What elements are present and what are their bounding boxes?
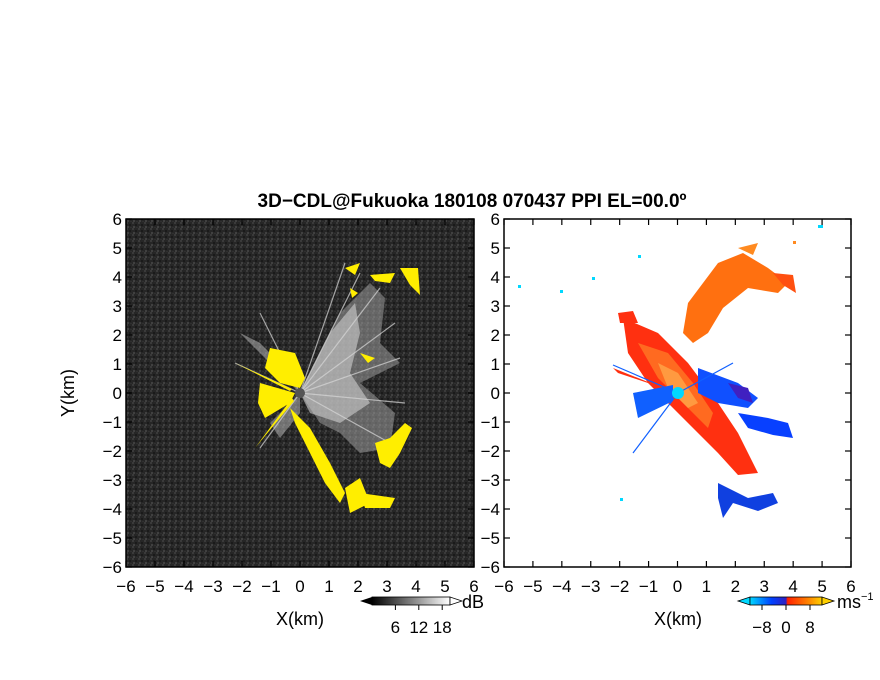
y-tick-label: −1 <box>103 413 122 432</box>
velocity-colorbar-ticks: −8 0 8 <box>752 605 815 637</box>
velocity-colorbar-unit: ms−1 <box>837 591 874 612</box>
x-tick-label: −1 <box>639 577 658 596</box>
y-tick-label: −4 <box>103 500 122 519</box>
y-tick-label: −3 <box>481 471 500 490</box>
y-tick-label: 1 <box>491 355 500 374</box>
x-tick-label: −4 <box>174 577 193 596</box>
x-tick-label: −2 <box>232 577 251 596</box>
colorbar-tick-label: 6 <box>391 618 400 637</box>
reflectivity-colorbar-unit: dB <box>462 592 484 612</box>
reflectivity-ylabel: Y(km) <box>58 369 78 417</box>
velocity-colorbar-unit-base: ms <box>837 592 861 612</box>
colorbar-tick-label: −8 <box>752 618 771 637</box>
x-tick-label: 0 <box>673 577 682 596</box>
y-tick-label: 2 <box>491 326 500 345</box>
y-tick-label: 4 <box>113 268 122 287</box>
velocity-colorbar-high-arrow <box>821 596 836 606</box>
reflectivity-colorbar-ticks: 6 12 18 <box>391 605 452 637</box>
y-tick-label: −5 <box>481 529 500 548</box>
reflectivity-colorbar: 6 12 18 dB <box>360 592 484 637</box>
x-tick-label: 1 <box>702 577 711 596</box>
reflectivity-colorbar-ramp <box>371 596 451 606</box>
reflectivity-panel: −6 −5 −4 −3 −2 −1 0 1 2 3 4 5 6 6 5 4 3 2 1 0 −1 −2 −3 −4 −5−6 … <box>58 210 479 629</box>
x-tick-label: 2 <box>353 577 362 596</box>
reflectivity-echoes <box>234 262 420 513</box>
x-tick-label: 4 <box>788 577 797 596</box>
x-tick-label: −2 <box>610 577 629 596</box>
y-tick-label: −6 <box>481 558 500 577</box>
colorbar-tick-label: 18 <box>433 618 452 637</box>
y-tick-label: 0 <box>491 384 500 403</box>
x-tick-label: 6 <box>846 577 855 596</box>
reflectivity-colorbar-low-arrow <box>360 597 372 605</box>
y-tick-label: −2 <box>103 442 122 461</box>
y-tick-label: −2 <box>481 442 500 461</box>
x-tick-label: −1 <box>261 577 280 596</box>
reflectivity-xlabel: X(km) <box>276 609 324 629</box>
y-tick-label: 6 <box>113 210 122 229</box>
y-tick-label: −5 <box>103 529 122 548</box>
x-tick-label: −6 <box>494 577 513 596</box>
y-tick-label: 6 <box>491 210 500 229</box>
y-tick-label: 3 <box>491 297 500 316</box>
y-tick-label: −3 <box>103 471 122 490</box>
x-tick-label: −4 <box>552 577 571 596</box>
velocity-panel: −6 −5 −4 −3 −2 −1 0 1 2 3 4 5 6 6543210−1−2−3−4−5−6 … <box>481 210 856 629</box>
y-tick-label: 4 <box>491 268 500 287</box>
x-tick-label: 4 <box>411 577 420 596</box>
y-tick-label: 0 <box>113 384 122 403</box>
y-tick-label: 5 <box>491 239 500 258</box>
x-tick-label: −3 <box>581 577 600 596</box>
x-tick-label: 5 <box>817 577 826 596</box>
colorbar-tick-label: 8 <box>805 618 814 637</box>
x-tick-label: 2 <box>731 577 740 596</box>
colorbar-tick-label: 12 <box>409 618 428 637</box>
x-tick-label: −5 <box>523 577 542 596</box>
y-tick-label: −1 <box>481 413 500 432</box>
x-tick-label: −5 <box>145 577 164 596</box>
x-tick-label: 0 <box>295 577 304 596</box>
velocity-y-ticks: 6 5 4 3 2 1 0 −1 −2 −3 −4 −5 −6 <box>481 210 851 577</box>
velocity-colorbar-unit-exponent: −1 <box>861 591 874 603</box>
x-tick-label: 3 <box>382 577 391 596</box>
y-tick-label: 2 <box>113 326 122 345</box>
reflectivity-y-ticks: 6 5 4 3 2 1 0 −1 −2 −3 −4 −5 −6 <box>103 210 474 577</box>
x-tick-label: 1 <box>324 577 333 596</box>
colorbar-tick-label: 0 <box>781 618 790 637</box>
velocity-x-ticks: −6 −5 −4 −3 −2 −1 0 1 2 3 4 5 6 <box>494 219 856 596</box>
y-tick-label: 1 <box>113 355 122 374</box>
y-tick-label: −6 <box>103 558 122 577</box>
x-tick-label: 6 <box>469 577 478 596</box>
velocity-echoes <box>518 225 823 518</box>
velocity-colorbar-low-arrow <box>736 596 751 606</box>
x-tick-label: 3 <box>760 577 769 596</box>
x-tick-label: −3 <box>203 577 222 596</box>
y-tick-label: −4 <box>481 500 500 519</box>
reflectivity-x-ticks: −6 −5 −4 −3 −2 −1 0 1 2 3 4 5 6 <box>116 219 479 596</box>
y-tick-label: 5 <box>113 239 122 258</box>
reflectivity-colorbar-high-arrow <box>449 596 464 606</box>
x-tick-label: −6 <box>116 577 135 596</box>
chart-title: 3D−CDL@Fukuoka 180108 070437 PPI EL=00.0… <box>258 191 687 212</box>
velocity-xlabel: X(km) <box>654 609 702 629</box>
velocity-colorbar-ramp <box>749 596 823 606</box>
x-tick-label: 5 <box>440 577 449 596</box>
y-tick-label: 3 <box>113 297 122 316</box>
velocity-colorbar: −8 0 8 ms−1 <box>736 591 874 637</box>
